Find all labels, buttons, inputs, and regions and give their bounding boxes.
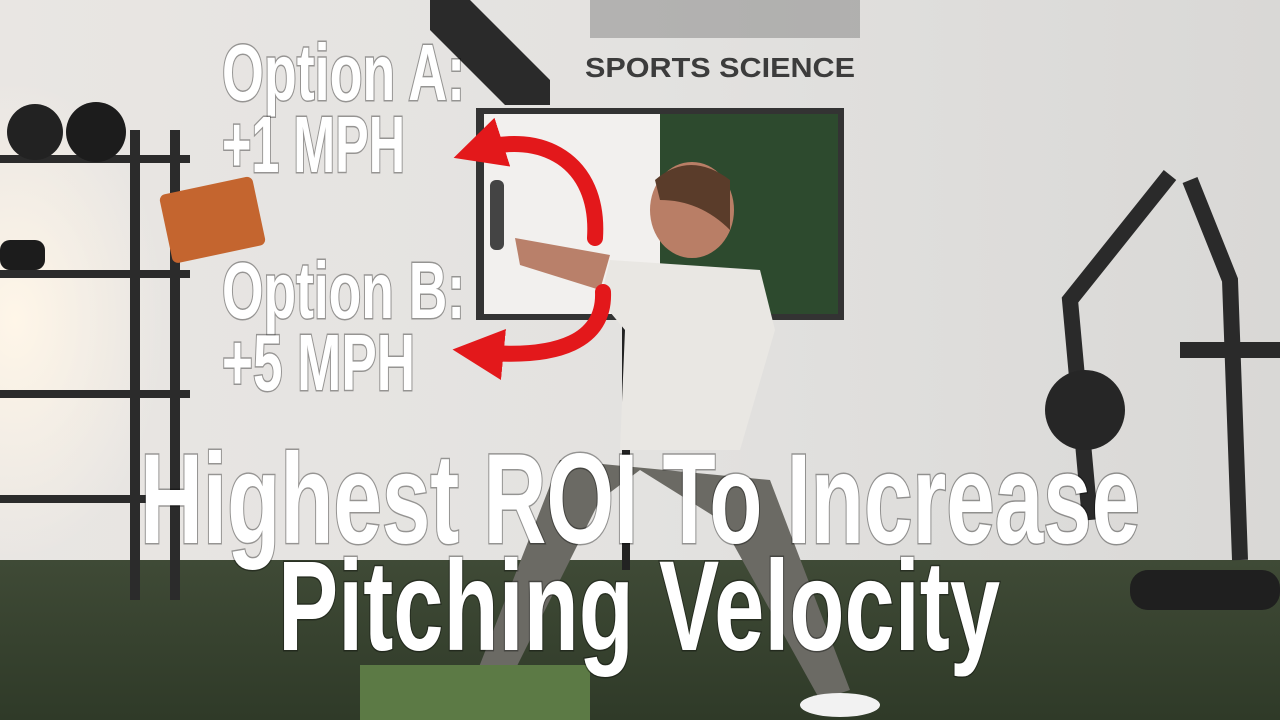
arrow-a	[453, 117, 604, 246]
foam-roller	[0, 240, 45, 270]
weight-plate	[1045, 370, 1125, 450]
arrow-b	[452, 284, 612, 380]
pitching-mat	[360, 665, 590, 720]
logo-subtitle: SPORTS SCIENCE	[585, 52, 855, 83]
headline-line: Pitching Velocity	[278, 535, 1000, 678]
logo-word	[590, 0, 860, 38]
option-b-value: +5 MPH	[222, 318, 415, 407]
option-a-label: Option A:	[222, 28, 465, 117]
turf-floor	[0, 560, 1280, 720]
logo-mark	[430, 0, 550, 105]
trackman-device	[159, 176, 266, 263]
option-a-value: +1 MPH	[222, 100, 405, 189]
med-ball	[66, 102, 126, 162]
med-ball	[7, 104, 63, 160]
option-b-label: Option B:	[222, 246, 465, 335]
headline-line: Highest ROI To Increase	[140, 428, 1140, 571]
foam-roller	[1130, 570, 1280, 610]
tv-toolbar	[490, 180, 504, 250]
person	[425, 162, 880, 717]
